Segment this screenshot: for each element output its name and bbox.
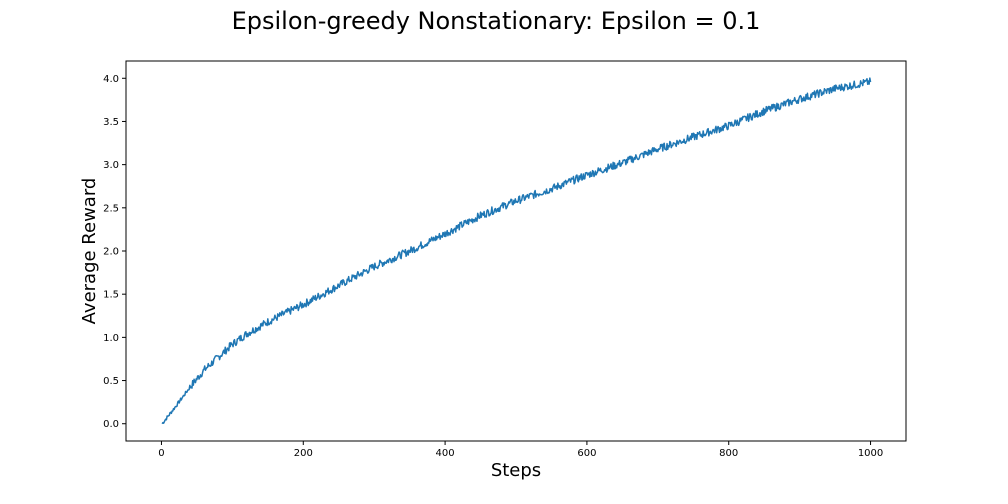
y-tick-label: 1.5 xyxy=(103,290,119,301)
y-tick-label: 0.5 xyxy=(103,376,119,387)
x-tick-label: 800 xyxy=(719,448,738,459)
y-tick-label: 2.5 xyxy=(103,203,119,214)
x-tick-label: 1000 xyxy=(858,448,883,459)
series-layer xyxy=(161,77,872,425)
x-tick-label: 200 xyxy=(294,448,313,459)
y-axis: 0.0 0.5 1.0 1.5 2.0 2.5 3.0 3.5 4.0 xyxy=(103,74,126,430)
y-tick-label: 1.0 xyxy=(103,333,119,344)
plot-area-frame xyxy=(125,60,907,442)
y-tick-label: 3.5 xyxy=(103,117,119,128)
series-line xyxy=(161,77,872,425)
x-tick-label: 600 xyxy=(577,448,596,459)
x-axis: 0 200 400 600 800 1000 xyxy=(158,441,883,459)
y-tick-label: 2.0 xyxy=(103,247,119,258)
chart-title: Epsilon-greedy Nonstationary: Epsilon = … xyxy=(232,7,761,35)
y-axis-label: Average Reward xyxy=(79,178,100,325)
y-tick-label: 4.0 xyxy=(103,74,119,85)
y-tick-label: 0.0 xyxy=(103,419,119,430)
x-tick-label: 0 xyxy=(158,448,164,459)
x-tick-label: 400 xyxy=(436,448,455,459)
x-axis-label: Steps xyxy=(491,460,541,481)
y-tick-label: 3.0 xyxy=(103,160,119,171)
